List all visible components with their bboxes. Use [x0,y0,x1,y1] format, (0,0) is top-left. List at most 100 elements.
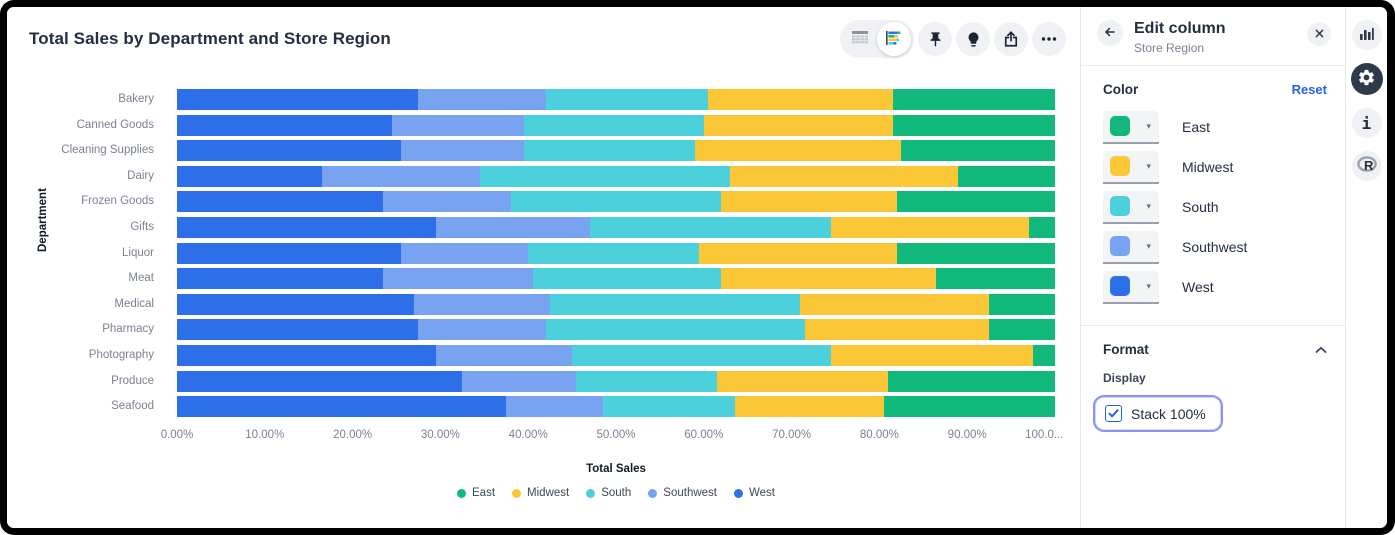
share-button[interactable] [994,22,1028,56]
bar-segment-south[interactable] [550,293,801,315]
bar-segment-southwest[interactable] [506,396,603,418]
back-button[interactable] [1097,20,1123,46]
bar-segment-west[interactable] [177,216,436,238]
table-view-button[interactable] [843,22,877,56]
bar-segment-midwest[interactable] [831,216,1029,238]
bar-segment-south[interactable] [523,140,695,162]
legend-dot [648,488,658,498]
legend-item-east[interactable]: East [457,487,495,499]
bar-segment-southwest[interactable] [400,242,529,264]
bar-segment-south[interactable] [479,165,731,187]
bar-segment-east[interactable] [892,89,1055,110]
stack-100-checkbox[interactable]: Stack 100% [1095,397,1221,430]
bar-segment-east[interactable] [989,319,1055,341]
bar-segment-midwest[interactable] [721,191,897,213]
bar-segment-west[interactable] [177,396,507,418]
bar-segment-southwest[interactable] [418,89,546,110]
bar-segment-southwest[interactable] [462,370,577,392]
color-swatch-dropdown-east[interactable]: ▾ [1103,110,1159,144]
more-button[interactable] [1032,22,1066,56]
bar-segment-east[interactable] [989,293,1055,315]
bar-segment-east[interactable] [888,370,1055,392]
collapse-section-button[interactable] [1315,342,1327,357]
info-panel-button[interactable]: i [1351,108,1382,138]
y-axis-label: Frozen Goods [81,195,154,208]
bar-segment-west[interactable] [177,370,463,392]
bar-segment-west[interactable] [177,191,384,213]
bar-segment-midwest[interactable] [703,114,893,136]
bar-segment-east[interactable] [883,396,1055,418]
bar-segment-south[interactable] [572,344,832,366]
bar-segment-east[interactable] [892,114,1055,136]
bar-segment-west[interactable] [177,165,322,187]
bar-segment-southwest[interactable] [414,293,551,315]
bar-segment-west[interactable] [177,242,401,264]
bar-segment-midwest[interactable] [694,140,902,162]
bar-segment-southwest[interactable] [400,140,524,162]
color-section: Color Reset ▾ East ▾ Midwest ▾ South ▾ Southwes… [1081,66,1345,317]
color-swatch-dropdown-southwest[interactable]: ▾ [1103,230,1159,264]
bar-segment-south[interactable] [576,370,717,392]
bar-segment-southwest[interactable] [383,191,511,213]
bar-segment-midwest[interactable] [831,344,1034,366]
reset-link[interactable]: Reset [1291,82,1327,97]
bar-segment-southwest[interactable] [392,114,524,136]
bar-segment-midwest[interactable] [730,165,959,187]
bar-row-canned-goods [177,114,1055,136]
color-swatch-dropdown-west[interactable]: ▾ [1103,270,1159,304]
bar-segment-west[interactable] [177,114,393,136]
bar-segment-east[interactable] [896,191,1055,213]
bar-segment-west[interactable] [177,140,401,162]
settings-panel-button[interactable] [1350,63,1383,95]
legend-item-southwest[interactable]: Southwest [648,487,717,499]
bar-segment-west[interactable] [177,89,419,110]
bar-segment-southwest[interactable] [436,344,573,366]
bar-segment-southwest[interactable] [418,319,546,341]
legend-label: West [748,487,775,499]
lightbulb-button[interactable] [956,22,990,56]
lightbulb-icon [965,31,982,48]
bar-segment-midwest[interactable] [800,293,990,315]
bar-segment-south[interactable] [528,242,700,264]
bar-segment-west[interactable] [177,268,384,290]
r-console-button[interactable]: R [1351,151,1382,181]
bar-segment-east[interactable] [1033,344,1055,366]
bar-segment-southwest[interactable] [321,165,480,187]
bar-segment-midwest[interactable] [708,89,893,110]
pin-button[interactable] [918,22,952,56]
bar-segment-southwest[interactable] [436,216,590,238]
legend-item-west[interactable]: West [733,487,775,499]
close-button[interactable] [1307,22,1331,46]
bar-segment-midwest[interactable] [699,242,897,264]
chart-panel-button[interactable] [1351,20,1382,50]
bar-segment-west[interactable] [177,293,415,315]
bar-segment-southwest[interactable] [383,268,533,290]
bar-segment-south[interactable] [532,268,722,290]
legend-item-south[interactable]: South [586,487,631,499]
bar-segment-west[interactable] [177,319,419,341]
chart-view-button[interactable] [877,22,911,56]
bar-row-liquor [177,242,1055,264]
legend-dot [733,488,743,498]
display-label: Display [1103,371,1146,385]
bar-segment-south[interactable] [510,191,722,213]
color-swatch-dropdown-south[interactable]: ▾ [1103,190,1159,224]
bar-segment-midwest[interactable] [716,370,889,392]
color-swatch-dropdown-midwest[interactable]: ▾ [1103,150,1159,184]
bar-segment-west[interactable] [177,344,436,366]
bar-segment-south[interactable] [589,216,832,238]
bar-segment-east[interactable] [936,268,1055,290]
bar-segment-south[interactable] [545,319,805,341]
bar-segment-east[interactable] [896,242,1055,264]
bar-segment-east[interactable] [901,140,1055,162]
bar-segment-midwest[interactable] [734,396,884,418]
bar-segment-south[interactable] [602,396,735,418]
bar-segment-east[interactable] [958,165,1055,187]
bar-segment-south[interactable] [545,89,709,110]
bar-segment-midwest[interactable] [804,319,990,341]
bar-segment-south[interactable] [523,114,704,136]
legend-item-midwest[interactable]: Midwest [512,487,569,499]
bar-segment-east[interactable] [1028,216,1055,238]
bar-segment-midwest[interactable] [721,268,937,290]
